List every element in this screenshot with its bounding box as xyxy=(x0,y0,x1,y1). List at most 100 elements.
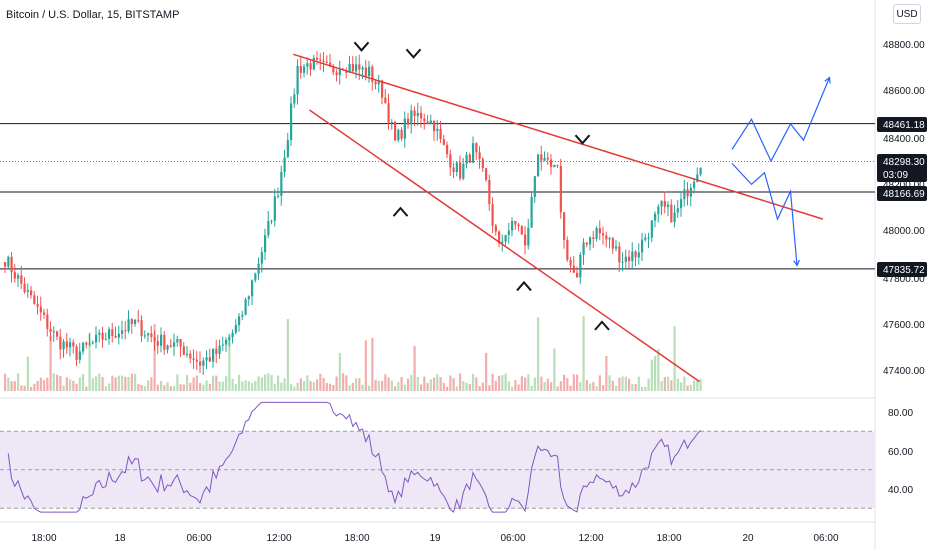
rsi-axis[interactable]: 80.00 60.00 40.00 xyxy=(888,408,913,496)
volume-bar xyxy=(488,385,491,391)
candle-body xyxy=(95,334,98,343)
candle-body xyxy=(442,139,445,145)
candle-body xyxy=(374,81,377,85)
upper-trendline xyxy=(293,53,824,220)
volume-bar xyxy=(595,386,598,391)
horizontal-levels[interactable] xyxy=(0,123,875,270)
candle-body xyxy=(277,195,280,197)
candle-body xyxy=(566,239,569,260)
volume-bar xyxy=(455,386,458,391)
volume-bar xyxy=(566,378,569,391)
candle-body xyxy=(553,164,556,168)
volume-bar xyxy=(585,379,588,391)
candle-body xyxy=(475,143,478,153)
candle-body xyxy=(43,312,46,315)
time-tick-0600a: 06:00 xyxy=(186,533,211,544)
peak-marker-0 xyxy=(353,41,370,52)
volume-bar xyxy=(215,375,218,391)
candle-body xyxy=(358,64,361,70)
volume-bar xyxy=(533,377,536,391)
candle-body xyxy=(351,63,354,72)
candle-body xyxy=(410,110,413,125)
volume-bar xyxy=(530,385,533,391)
candle-body xyxy=(127,319,130,332)
time-tick-1200a: 12:00 xyxy=(266,533,291,544)
candle-body xyxy=(468,154,471,163)
volume-bar xyxy=(143,386,146,391)
candle-body xyxy=(299,66,302,73)
volume-bar xyxy=(182,384,185,391)
volume-bar xyxy=(621,376,624,391)
volume-bar xyxy=(88,332,91,391)
candle-body xyxy=(446,144,449,155)
level-tag-48461: 48461.18 xyxy=(877,117,927,132)
candle-body xyxy=(416,112,419,116)
candle-body xyxy=(303,66,306,73)
volume-bar xyxy=(400,376,403,391)
volume-bar xyxy=(514,380,517,391)
volume-bar xyxy=(134,373,137,391)
peak-marker-3 xyxy=(574,134,591,145)
volume-bar xyxy=(559,381,562,391)
candle-body xyxy=(647,237,650,239)
volume-bar xyxy=(459,373,462,391)
volume-bar xyxy=(410,375,413,391)
volume-bar xyxy=(374,379,377,391)
volume-bar xyxy=(624,376,627,391)
candle-body xyxy=(293,94,296,104)
volume-bar xyxy=(442,382,445,391)
candle-body xyxy=(33,295,36,304)
candle-body xyxy=(234,325,237,333)
volume-bar xyxy=(397,381,400,391)
level-tag-47835: 47835.72 xyxy=(877,262,927,277)
candle-body xyxy=(689,187,692,197)
candle-body xyxy=(338,69,341,76)
volume-bar xyxy=(680,382,683,391)
candle-body xyxy=(485,168,488,180)
currency-button[interactable]: USD xyxy=(893,4,921,24)
volume-bar xyxy=(693,380,696,391)
volume-bar xyxy=(637,376,640,391)
candle-body xyxy=(345,70,348,73)
drawings[interactable] xyxy=(293,41,831,383)
volume-bar xyxy=(325,382,328,391)
candle-body xyxy=(17,275,20,279)
candle-body xyxy=(634,251,637,258)
candle-body xyxy=(260,252,263,264)
candle-body xyxy=(413,110,416,116)
candle-body xyxy=(530,196,533,228)
volume-bar xyxy=(358,378,361,391)
volume-bar xyxy=(59,375,62,391)
candle-body xyxy=(176,339,179,343)
candle-body xyxy=(215,348,218,355)
time-tick-1800b: 18:00 xyxy=(344,533,369,544)
rsi-pane[interactable] xyxy=(0,401,875,513)
volume-bar xyxy=(270,375,273,391)
candle-body xyxy=(140,320,143,337)
candle-body xyxy=(137,319,140,321)
volume-bar xyxy=(355,378,358,391)
candle-body xyxy=(322,60,325,62)
price-axis[interactable]: 48800.00 48600.00 48400.00 48000.00 4780… xyxy=(883,40,925,377)
volume-bar xyxy=(195,375,198,391)
candle-body xyxy=(390,121,393,123)
volume-bar xyxy=(49,335,52,391)
volume-bar xyxy=(176,374,179,391)
candle-body xyxy=(241,314,244,317)
volume-bar xyxy=(69,379,72,391)
volume-bar xyxy=(507,381,510,391)
candle-body xyxy=(173,342,176,347)
candle-body xyxy=(199,361,202,366)
volume-bar xyxy=(319,373,322,391)
candle-body xyxy=(117,333,120,338)
volume-bar xyxy=(579,382,582,391)
candle-body xyxy=(52,331,55,333)
candle-body xyxy=(699,167,702,175)
candle-body xyxy=(361,67,364,70)
volume-bar xyxy=(46,377,49,391)
candle-body xyxy=(615,246,618,249)
candle-body xyxy=(75,346,78,360)
candle-body xyxy=(585,242,588,245)
time-axis[interactable]: 18:00 18 06:00 12:00 18:00 19 06:00 12:0… xyxy=(31,533,838,544)
